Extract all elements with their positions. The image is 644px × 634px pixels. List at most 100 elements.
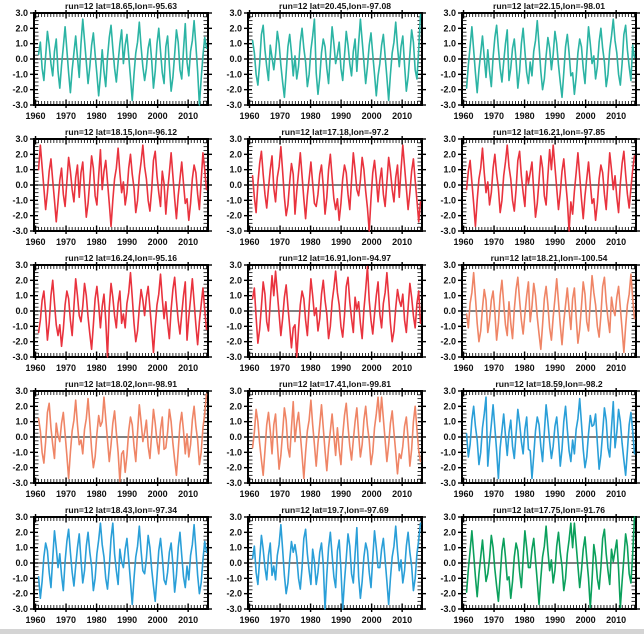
y-tick-label: -2.0 — [12, 589, 28, 599]
x-tick-label: 1990 — [117, 489, 137, 499]
y-tick-label: 2.0 — [443, 23, 456, 33]
x-tick-label: 2000 — [148, 489, 168, 499]
y-tick-label: 0.0 — [443, 306, 456, 316]
x-tick-label: 1970 — [56, 237, 76, 247]
y-tick-label: 0.0 — [229, 432, 242, 442]
x-tick-label: 1960 — [454, 489, 474, 499]
x-tick-label: 1980 — [515, 237, 535, 247]
anomaly-series-line — [465, 271, 636, 354]
y-tick-label: -3.0 — [226, 352, 242, 362]
panel-title: run=12 lat=18.43,lon=-97.34 — [65, 505, 177, 515]
y-tick-label: -1.0 — [12, 195, 28, 205]
x-tick-label: 1970 — [484, 111, 504, 121]
y-tick-label: -3.0 — [12, 604, 28, 614]
anomaly-series-line — [465, 516, 636, 609]
y-tick-label: -2.0 — [12, 85, 28, 95]
timeseries-panel: run=12 lat=18.65,lon=-95.63 3.0 2.0 1.0 0.0 -… — [0, 0, 214, 126]
y-tick-label: 0.0 — [15, 432, 28, 442]
x-tick-label: 1990 — [331, 111, 351, 121]
x-tick-label: 2000 — [576, 363, 596, 373]
y-tick-label: -2.0 — [12, 337, 28, 347]
x-tick-label: 2010 — [606, 237, 626, 247]
y-tick-label: 0.0 — [443, 558, 456, 568]
panel-svg-1: run=12 lat=18.65,lon=-95.63 3.0 2.0 1.0 0.0 -… — [12, 1, 212, 121]
y-tick-label: 1.0 — [229, 543, 242, 553]
y-tick-label: 3.0 — [443, 8, 456, 18]
anomaly-series-line — [37, 18, 208, 106]
panel-title: run=12 lat=16.91,lon=-94.97 — [279, 253, 391, 263]
panel-svg-10: run=12 lat=18.02,lon=-98.91 3.0 2.0 1.0 0.0 -… — [12, 379, 212, 499]
x-tick-label: 1980 — [87, 237, 107, 247]
x-tick-label: 1990 — [117, 615, 137, 625]
x-tick-label: 2010 — [178, 489, 198, 499]
x-tick-label: 2000 — [576, 615, 596, 625]
y-tick-label: 1.0 — [229, 39, 242, 49]
y-tick-label: 2.0 — [15, 275, 28, 285]
y-tick-label: -1.0 — [12, 447, 28, 457]
x-tick-label: 1970 — [270, 489, 290, 499]
y-tick-label: 0.0 — [15, 306, 28, 316]
y-tick-label: 2.0 — [15, 527, 28, 537]
y-tick-label: 2.0 — [15, 149, 28, 159]
y-tick-label: 0.0 — [229, 558, 242, 568]
x-tick-label: 2000 — [362, 489, 382, 499]
y-tick-label: 3.0 — [229, 512, 242, 522]
x-tick-label: 2000 — [148, 237, 168, 247]
x-tick-label: 1980 — [301, 111, 321, 121]
y-tick-label: 1.0 — [443, 165, 456, 175]
y-tick-label: -1.0 — [12, 321, 28, 331]
anomaly-series-line — [251, 522, 422, 610]
x-tick-label: 1980 — [87, 615, 107, 625]
x-tick-label: 1990 — [545, 489, 565, 499]
x-tick-label: 2010 — [178, 237, 198, 247]
y-tick-label: 2.0 — [229, 23, 242, 33]
x-tick-label: 2010 — [606, 489, 626, 499]
panel-title: run=12 lat=22.15,lon=-98.01 — [493, 1, 605, 11]
x-tick-label: 1960 — [240, 111, 260, 121]
y-tick-label: 3.0 — [443, 134, 456, 144]
y-tick-label: -1.0 — [440, 69, 456, 79]
x-tick-label: 2000 — [362, 363, 382, 373]
anomaly-series-line — [251, 396, 422, 480]
x-tick-label: 1960 — [26, 111, 46, 121]
x-tick-label: 2000 — [362, 111, 382, 121]
panel-title: run=12 lat=18.15,lon=-96.12 — [65, 127, 177, 137]
panel-svg-4: run=12 lat=18.15,lon=-96.12 3.0 2.0 1.0 0.0 -… — [12, 127, 212, 247]
y-tick-label: 3.0 — [229, 8, 242, 18]
y-tick-label: -2.0 — [226, 337, 242, 347]
y-tick-label: 1.0 — [229, 417, 242, 427]
x-tick-label: 2010 — [606, 615, 626, 625]
y-tick-label: 1.0 — [229, 291, 242, 301]
panel-title: run=12 lat=17.41,lon=-99.81 — [279, 379, 391, 389]
x-tick-label: 2000 — [148, 363, 168, 373]
anomaly-series-line — [37, 393, 208, 483]
y-tick-label: -2.0 — [440, 589, 456, 599]
y-tick-label: 3.0 — [443, 260, 456, 270]
y-tick-label: 3.0 — [229, 260, 242, 270]
y-tick-label: -2.0 — [226, 211, 242, 221]
y-tick-label: -1.0 — [12, 573, 28, 583]
panel-title: run=12 lat=16.21,lon=-97.85 — [493, 127, 605, 137]
y-tick-label: -2.0 — [440, 85, 456, 95]
x-tick-label: 2010 — [606, 363, 626, 373]
x-tick-label: 1960 — [26, 489, 46, 499]
x-tick-label: 2000 — [576, 237, 596, 247]
x-tick-label: 1960 — [26, 363, 46, 373]
y-tick-label: 3.0 — [443, 386, 456, 396]
y-tick-label: 1.0 — [229, 165, 242, 175]
timeseries-panel: run=12 lat=18.21,lon=-100.54 3.0 2.0 1.0 0.0… — [428, 252, 642, 378]
y-tick-label: 1.0 — [443, 291, 456, 301]
y-tick-label: 1.0 — [443, 417, 456, 427]
y-tick-label: 3.0 — [15, 8, 28, 18]
x-tick-label: 2000 — [148, 615, 168, 625]
y-tick-label: 0.0 — [229, 306, 242, 316]
y-tick-label: -3.0 — [226, 100, 242, 110]
timeseries-panel: run=12 lat=17.18,lon=-97.2 3.0 2.0 1.0 0.0 -1… — [214, 126, 428, 252]
y-tick-label: -1.0 — [226, 321, 242, 331]
y-tick-label: -1.0 — [440, 321, 456, 331]
x-tick-label: 1960 — [454, 237, 474, 247]
y-tick-label: 2.0 — [229, 401, 242, 411]
y-tick-label: 1.0 — [15, 165, 28, 175]
y-tick-label: 1.0 — [15, 39, 28, 49]
